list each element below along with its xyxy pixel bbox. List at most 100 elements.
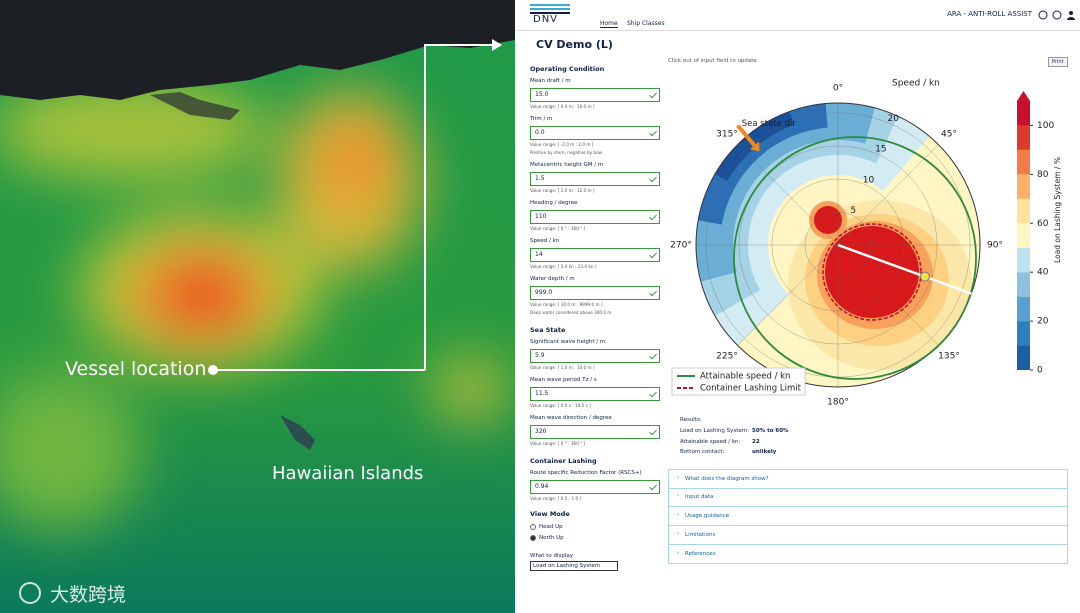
result-label: Bottom contact:: [680, 449, 725, 455]
accordion-item[interactable]: › Usage guidance: [668, 507, 1068, 526]
field-input[interactable]: 320: [530, 425, 660, 439]
accordion-item[interactable]: › References: [668, 545, 1068, 564]
field-range: Value range: [ 3.0 kn : 23.0 kn ]: [530, 264, 597, 269]
field-input[interactable]: 15.0: [530, 88, 660, 102]
header-rule: [515, 30, 1080, 31]
result-label: Load on Lashing System:: [680, 428, 749, 434]
field: Trim / m 0.0 Value range: [ -2.0 m : 2.0 m…: [530, 115, 660, 156]
field: Metacentric height GM / m 1.5 Value range:…: [530, 161, 660, 194]
section-title: Container Lashing: [530, 457, 597, 465]
chevron: ›: [677, 475, 680, 481]
radio-option[interactable]: North Up: [530, 533, 660, 544]
field-range: Value range: [ 1.0 m : 10.0 m ]: [530, 365, 595, 370]
field-note: Deep water considered above 300.0 m: [530, 310, 612, 315]
section-title: Sea State: [530, 326, 566, 334]
accordion-label: Limitations: [685, 532, 716, 538]
radio[interactable]: [530, 534, 536, 541]
section-title: Operating Condition: [530, 65, 605, 73]
sea-dir-arrow: [736, 124, 756, 147]
app-pane: DNV Home Ship Classes ARA - ANTI-ROLL AS…: [515, 0, 1080, 613]
heading-line: [837, 243, 972, 295]
legend-box: [671, 367, 806, 396]
islands-label: Hawaiian Islands: [272, 463, 423, 484]
field-label: Mean draft / m: [530, 78, 571, 84]
radio[interactable]: [530, 523, 536, 530]
field-label: Mean wave direction / degree: [530, 415, 612, 421]
field: Mean wave direction / degree 320 Value ran…: [530, 414, 660, 447]
colorbar-band: [1017, 272, 1030, 297]
colorbar-band: [1017, 296, 1030, 322]
field-range: Value range: [ 0 ° : 360 ° ]: [530, 441, 586, 446]
colorbar-tick-label: 20: [1037, 317, 1049, 327]
field-range: Value range: [ 10.0 m : 9999.0 m ]: [530, 302, 603, 307]
field-input[interactable]: 14: [530, 248, 660, 262]
field-label: Mean wave period Tz / s: [530, 377, 597, 383]
colorbar-band: [1017, 345, 1030, 370]
colorbar-tick-label: 100: [1037, 121, 1054, 131]
colorbar-tick-label: 80: [1037, 170, 1049, 180]
chevron: ›: [677, 493, 680, 499]
theta-tick-label: 0°: [833, 84, 843, 94]
radio-option[interactable]: Head Up: [530, 522, 660, 533]
field-range: Value range: [ 0.5 : 1.0 ]: [530, 496, 582, 501]
accordion-item[interactable]: › Limitations: [668, 526, 1068, 545]
speed-marker: [919, 271, 930, 282]
field-input[interactable]: 110: [530, 210, 660, 224]
colorbar-band: [1017, 198, 1030, 224]
r-axis-label: Speed / kn: [892, 79, 940, 89]
polar-frame: [695, 102, 981, 388]
result-value: 22: [752, 438, 760, 445]
field-input[interactable]: 1.5: [530, 172, 660, 186]
header-icons[interactable]: [1037, 9, 1077, 21]
r-tick-label: 5: [850, 206, 856, 216]
accordion-label: References: [685, 551, 716, 557]
results-title: Results:: [680, 417, 702, 423]
field-input[interactable]: 0.0: [530, 126, 660, 140]
accordion-label: Usage guidance: [685, 513, 730, 519]
grid-spoke: [837, 144, 939, 246]
grid-spoke: [837, 244, 939, 346]
colorbar-tick-label: 40: [1037, 268, 1049, 278]
print-button[interactable]: Print: [1048, 57, 1068, 67]
theta-tick-label: 90°: [987, 241, 1003, 251]
accordion-label: What does the diagram show?: [685, 476, 769, 482]
r-tick-label: 20: [887, 114, 899, 124]
weather-map: Vessel location Hawaiian Islands 大数跨境: [0, 0, 515, 613]
field-range: Value range: [ 9.0 m : 16.0 m ]: [530, 104, 595, 109]
field-label: Trim / m: [530, 116, 553, 122]
watermark: 大数跨境: [50, 584, 126, 606]
field-input[interactable]: 5.9: [530, 349, 660, 363]
field-label: Speed / kn: [530, 238, 560, 244]
theta-tick-label: 135°: [938, 352, 960, 362]
field-range: Value range: [ 0 ° : 360 ° ]: [530, 226, 586, 231]
sea-dir-arrowhead: [749, 141, 760, 152]
field-input[interactable]: 999.0: [530, 286, 660, 300]
r-tick-label: 15: [875, 145, 886, 155]
accordion-item[interactable]: › Input data: [668, 488, 1068, 507]
nav-link[interactable]: Home: [600, 20, 618, 28]
logo-stripes: [530, 4, 570, 14]
lashing-limit: [822, 223, 922, 321]
colorbar-band: [1017, 101, 1030, 126]
field-range: Value range: [ 6.0 s : 19.5 s ]: [530, 403, 591, 408]
field-input[interactable]: 0.94: [530, 480, 660, 494]
field-label: Significant wave height / m: [530, 339, 606, 345]
hint: Click out of input field to update: [668, 58, 757, 64]
field: Route specific Reduction Factor (RSCS+) 0…: [530, 469, 660, 502]
field-label: Metacentric height GM / m: [530, 162, 604, 168]
field-label: Heading / degree: [530, 200, 578, 206]
field-input[interactable]: 11.5: [530, 387, 660, 401]
result-value: 50% to 60%: [752, 428, 789, 434]
colorbar-band: [1017, 125, 1030, 150]
colorbar-tick-label: 60: [1037, 219, 1049, 229]
accordion-item[interactable]: › What does the diagram show?: [668, 469, 1068, 489]
field-range: Value range: [ 1.0 m : 12.0 m ]: [530, 188, 595, 193]
nav-link[interactable]: Ship Classes: [627, 20, 665, 27]
colorbar-tick-label: 0: [1037, 366, 1043, 376]
colorbar-band: [1017, 321, 1030, 346]
theta-tick-label: 315°: [716, 129, 738, 139]
radio-label: North Up: [539, 535, 564, 541]
chevron: ›: [677, 531, 680, 537]
attainable-speed: [733, 136, 977, 380]
select[interactable]: Load on Lashing System: [530, 561, 618, 571]
